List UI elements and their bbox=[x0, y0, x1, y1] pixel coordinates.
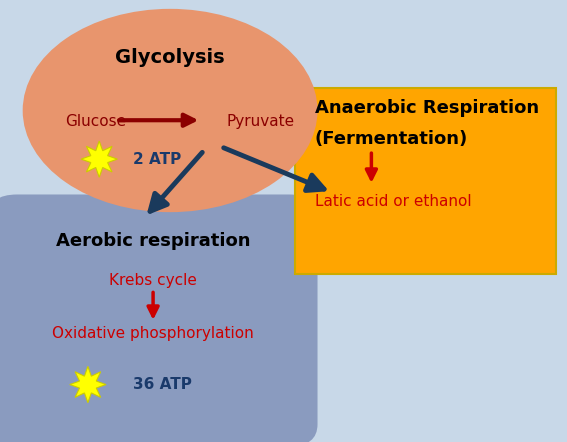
Polygon shape bbox=[81, 141, 117, 177]
Text: 2 ATP: 2 ATP bbox=[133, 152, 181, 167]
Text: Krebs cycle: Krebs cycle bbox=[109, 273, 197, 288]
Text: Aerobic respiration: Aerobic respiration bbox=[56, 232, 251, 250]
Text: (Fermentation): (Fermentation) bbox=[315, 130, 468, 148]
Polygon shape bbox=[70, 366, 106, 403]
Text: Anaerobic Respiration: Anaerobic Respiration bbox=[315, 99, 539, 117]
FancyBboxPatch shape bbox=[0, 194, 318, 442]
Text: Oxidative phosphorylation: Oxidative phosphorylation bbox=[52, 326, 254, 341]
Text: Pyruvate: Pyruvate bbox=[227, 114, 295, 129]
Text: Glucose: Glucose bbox=[65, 114, 126, 129]
Text: Latic acid or ethanol: Latic acid or ethanol bbox=[315, 194, 471, 209]
Ellipse shape bbox=[23, 9, 318, 212]
FancyBboxPatch shape bbox=[295, 88, 556, 274]
Text: 36 ATP: 36 ATP bbox=[133, 377, 192, 392]
Text: Glycolysis: Glycolysis bbox=[115, 48, 225, 67]
